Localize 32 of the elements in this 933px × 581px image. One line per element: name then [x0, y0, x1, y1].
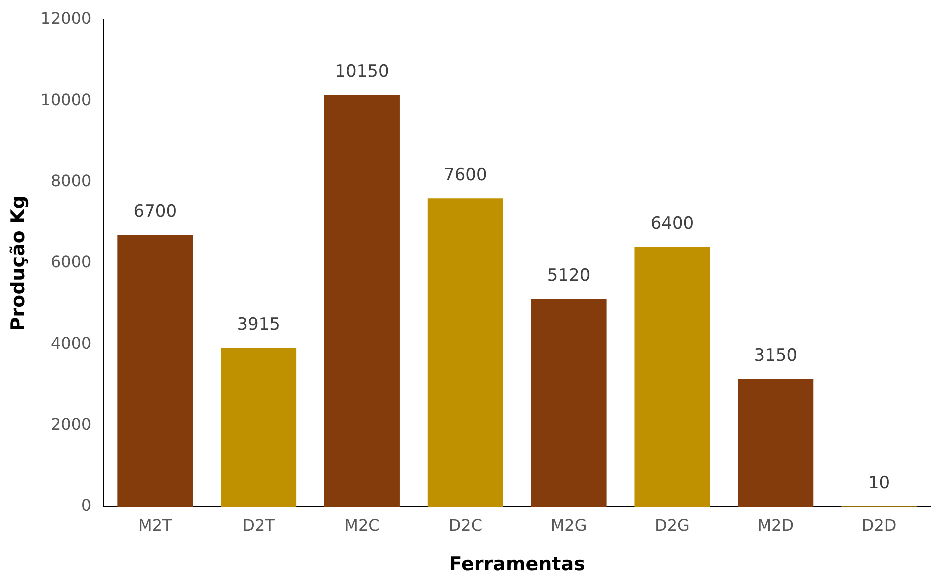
y-tick-label: 10000	[40, 90, 92, 110]
y-tick-label: 0	[82, 496, 92, 516]
y-tick-label: 8000	[50, 171, 92, 190]
x-tick-label: D2C	[448, 516, 482, 535]
x-tick-label: M2T	[138, 516, 173, 535]
y-tick-label: 12000	[40, 9, 92, 28]
data-label: 6700	[134, 202, 178, 222]
data-label: 10	[868, 474, 890, 494]
x-tick-label: D2T	[242, 516, 276, 535]
bar	[324, 95, 400, 507]
x-tick-label: M2C	[344, 516, 380, 535]
y-tick-label: 6000	[50, 252, 92, 272]
data-label: 3150	[754, 346, 798, 366]
data-label: 5120	[547, 266, 591, 286]
y-tick-label: 4000	[50, 334, 92, 353]
bar	[738, 379, 814, 507]
data-label: 10150	[335, 62, 390, 82]
bar	[531, 299, 607, 507]
y-axis-title: Produção Kg	[7, 196, 30, 332]
x-tick-label: D2D	[862, 516, 897, 535]
bar	[221, 348, 297, 507]
x-tick-label: D2G	[655, 516, 690, 535]
data-label: 6400	[650, 214, 694, 234]
x-axis-title: Ferramentas	[449, 554, 586, 576]
bar	[118, 235, 194, 507]
bar	[634, 247, 710, 507]
data-label: 7600	[444, 165, 488, 186]
data-label: 3915	[237, 315, 280, 336]
y-tick-label: 2000	[50, 414, 92, 434]
x-tick-label: M2D	[758, 516, 794, 535]
bar	[428, 198, 504, 507]
x-tick-label: M2G	[550, 516, 588, 535]
